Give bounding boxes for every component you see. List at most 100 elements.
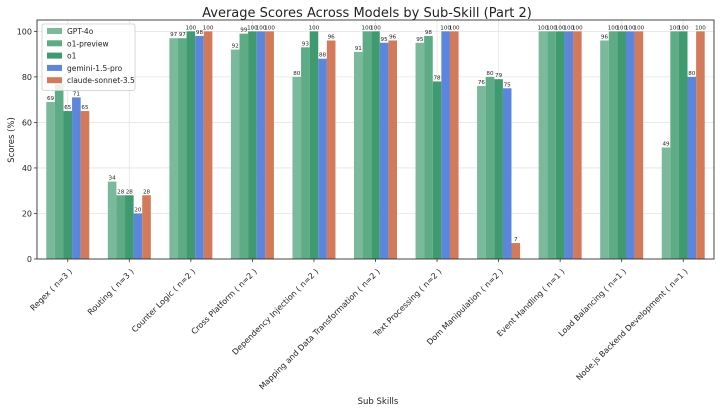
x-ticks: Regex ( n=3 ) Routing ( n=3 )Counter Logi… (29, 259, 690, 391)
data-label: 80 (293, 71, 301, 77)
legend-swatch (47, 52, 62, 59)
bar (371, 31, 380, 260)
bar (502, 88, 512, 260)
legend-swatch (47, 28, 62, 34)
legend-swatch (47, 64, 62, 71)
x-axis-label: Sub Skills (358, 397, 399, 407)
data-label: 88 (319, 53, 327, 59)
data-label: 100 (449, 25, 460, 31)
data-label: 95 (416, 37, 424, 43)
legend-label: gemini-1.5-pro (67, 64, 123, 73)
data-label: 49 (662, 141, 670, 147)
data-label: 76 (478, 80, 486, 86)
bar (670, 31, 679, 260)
bar (177, 38, 187, 260)
data-label: 28 (126, 189, 134, 195)
x-tick-label: Routing ( n=3 ) (86, 267, 136, 317)
legend-label: o1-preview (67, 39, 109, 48)
bar (169, 38, 178, 260)
data-label: 100 (538, 25, 549, 31)
x-tick-label: Cross Platform ( n=2 ) (190, 267, 259, 336)
legend-label: claude-sonnet-3.5 (67, 76, 135, 85)
bar (186, 31, 196, 260)
bar (555, 31, 565, 260)
bar (309, 31, 319, 260)
bar (318, 58, 327, 259)
data-label: 75 (504, 82, 512, 88)
x-tick-label: Regex ( n=3 ) (29, 267, 75, 313)
legend-swatch (47, 40, 62, 47)
bar (195, 35, 204, 259)
bar (239, 33, 249, 260)
data-label: 92 (232, 44, 239, 50)
data-label: 96 (389, 34, 397, 40)
data-label: 65 (64, 105, 72, 111)
bar (248, 31, 257, 260)
data-label: 100 (695, 25, 706, 31)
bar (292, 76, 302, 260)
legend-swatch (47, 77, 62, 84)
data-label: 97 (179, 32, 187, 38)
bar (54, 83, 64, 259)
data-label: 100 (203, 25, 214, 31)
bar (600, 40, 609, 259)
data-label: 96 (328, 34, 336, 40)
data-label: 79 (495, 73, 503, 79)
bar (538, 31, 548, 260)
data-label: 100 (370, 25, 381, 31)
data-label: 100 (572, 25, 583, 31)
legend-label: GPT-4o (67, 27, 94, 36)
data-label: 97 (170, 32, 178, 38)
bar (72, 97, 81, 259)
bar (547, 31, 556, 260)
bar (133, 213, 143, 259)
bar (564, 31, 574, 260)
bar (625, 31, 635, 260)
bar (634, 31, 644, 260)
data-label: 69 (47, 96, 55, 102)
y-tick-label: 0 (27, 255, 32, 264)
legend-box (41, 23, 136, 91)
bar (441, 31, 450, 260)
data-label: 100 (440, 25, 451, 31)
y-tick-label: 20 (22, 209, 32, 218)
data-label: 28 (117, 189, 125, 195)
data-label: 96 (601, 34, 609, 40)
y-tick-label: 60 (22, 118, 32, 127)
bar (477, 86, 486, 259)
bar (379, 42, 389, 260)
data-label: 71 (73, 91, 81, 97)
data-label: 93 (302, 41, 310, 47)
bar (256, 31, 266, 260)
bar (494, 79, 503, 259)
bar (142, 195, 151, 259)
chart-title: Average Scores Across Models by Sub-Skil… (202, 6, 532, 21)
data-label: 100 (608, 25, 619, 31)
data-label: 28 (143, 189, 151, 195)
data-label: 100 (309, 25, 320, 31)
bar (388, 40, 397, 259)
y-ticks: 0 20 40 60 80 100 (17, 27, 37, 264)
bar (432, 81, 442, 259)
data-label: 100 (546, 25, 557, 31)
x-tick-label: Node.js Backend Development ( n=1 ) (575, 267, 690, 382)
x-tick-label: Counter Logic ( n=2 ) (130, 267, 197, 334)
data-label: 7 (514, 237, 518, 243)
y-tick-label: 100 (17, 27, 32, 36)
bar (687, 76, 697, 260)
data-label: 100 (625, 25, 636, 31)
data-label: 100 (256, 25, 267, 31)
bar (46, 101, 55, 259)
data-label: 98 (425, 30, 433, 36)
bars (46, 31, 705, 260)
y-axis-label: Scores (%) (7, 117, 17, 163)
data-label: 34 (109, 176, 117, 182)
bar (301, 47, 310, 259)
bar (573, 31, 582, 260)
legend-label: o1 (67, 52, 77, 61)
data-label: 91 (355, 46, 363, 52)
bar (116, 195, 126, 259)
x-tick-label: Load Balancing ( n=1 ) (557, 267, 628, 338)
data-label: 100 (264, 25, 275, 31)
bar (485, 76, 495, 260)
